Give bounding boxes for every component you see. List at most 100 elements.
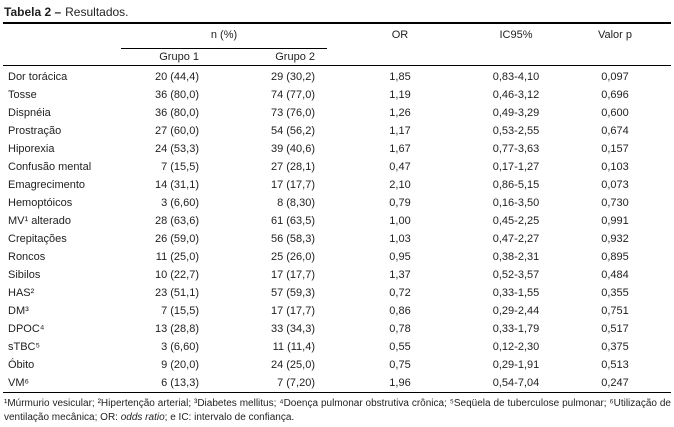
ic95-value: 0,49-3,29: [492, 107, 540, 119]
ic95-value: 0,33-1,79: [492, 323, 540, 335]
table-row: Prostração 27 (60,0) 54 (56,2) 1,17 0,53…: [3, 122, 671, 140]
grupo2-value: 11 (11,4): [272, 341, 315, 353]
grupo1-value: 3 (6,60): [161, 197, 199, 209]
or-value: 1,67: [389, 143, 411, 155]
or-value: 1,17: [389, 125, 411, 137]
row-label: MV¹ alterado: [8, 215, 71, 227]
row-label: Hemoptóicos: [8, 197, 73, 209]
grupo1-value: 36 (80,0): [154, 89, 199, 101]
grupo2-value: 74 (77,0): [270, 89, 315, 101]
grupo1-value: 11 (25,0): [155, 251, 199, 263]
or-value: 1,37: [389, 269, 411, 281]
or-value: 1,85: [389, 71, 411, 83]
ic95-value: 0,86-5,15: [492, 179, 540, 191]
ic95-value: 0,83-4,10: [492, 71, 540, 83]
valor-p-value: 0,484: [601, 269, 629, 281]
results-table-body: Dor torácica 20 (44,4) 29 (30,2) 1,85 0,…: [3, 66, 671, 393]
grupo2-value: 56 (58,3): [270, 233, 315, 245]
ic95-value: 0,47-2,27: [492, 233, 540, 245]
grupo1-value: 7 (15,5): [161, 161, 199, 173]
table-row: Tosse 36 (80,0) 74 (77,0) 1,19 0,46-3,12…: [3, 86, 671, 104]
row-label: Tosse: [8, 89, 37, 101]
grupo2-value: 17 (17,7): [270, 179, 315, 191]
row-label: VM⁶: [8, 377, 30, 389]
grupo2-value: 57 (59,3): [270, 287, 315, 299]
or-value: 0,95: [389, 251, 411, 263]
grupo1-value: 6 (13,3): [161, 377, 199, 389]
table-row: Crepitações 26 (59,0) 56 (58,3) 1,03 0,4…: [3, 230, 671, 248]
table-row: Hiporexia 24 (53,3) 39 (40,6) 1,67 0,77-…: [3, 140, 671, 158]
grupo1-value: 9 (20,0): [161, 359, 199, 371]
ic95-value: 0,29-1,91: [492, 359, 540, 371]
ic95-value: 0,54-7,04: [492, 377, 540, 389]
valor-p-value: 0,932: [601, 233, 629, 245]
ic95-value: 0,38-2,31: [492, 251, 540, 263]
or-value: 1,26: [389, 107, 411, 119]
table-row: HAS² 23 (51,1) 57 (59,3) 0,72 0,33-1,55 …: [3, 284, 671, 302]
valor-p-value: 0,375: [601, 341, 629, 353]
col-header-grupo2: Grupo 2: [205, 48, 327, 66]
grupo2-value: 17 (17,7): [270, 305, 315, 317]
table-row: Emagrecimento 14 (31,1) 17 (17,7) 2,10 0…: [3, 176, 671, 194]
grupo2-value: 73 (76,0): [270, 107, 315, 119]
row-label: Emagrecimento: [8, 179, 86, 191]
table-caption-text: Resultados.: [65, 5, 129, 19]
grupo1-value: 13 (28,8): [154, 323, 199, 335]
or-value: 1,00: [389, 215, 411, 227]
grupo2-value: 33 (34,3): [270, 323, 315, 335]
grupo2-value: 17 (17,7): [270, 269, 315, 281]
or-value: 0,86: [389, 305, 411, 317]
table-row: Confusão mental 7 (15,5) 27 (28,1) 0,47 …: [3, 158, 671, 176]
ic95-value: 0,17-1,27: [492, 161, 540, 173]
grupo2-value: 25 (26,0): [270, 251, 315, 263]
results-table-header: n (%) OR IC95% Valor p Grupo 1 Grupo 2: [3, 23, 671, 66]
row-label: sTBC⁵: [8, 341, 41, 353]
row-label: HAS²: [8, 287, 35, 299]
row-label: DPOC⁴: [8, 323, 45, 335]
grupo1-value: 28 (63,6): [154, 215, 199, 227]
ic95-value: 0,53-2,55: [492, 125, 540, 137]
table-row: Dispnéia 36 (80,0) 73 (76,0) 1,26 0,49-3…: [3, 104, 671, 122]
grupo1-value: 3 (6,60): [161, 341, 199, 353]
grupo1-value: 36 (80,0): [154, 107, 199, 119]
table-row: Sibilos 10 (22,7) 17 (17,7) 1,37 0,52-3,…: [3, 266, 671, 284]
grupo2-value: 54 (56,2): [270, 125, 315, 137]
footnote-odds-ratio-italic: odds ratio: [120, 412, 165, 423]
col-header-valor-p: Valor p: [559, 23, 671, 66]
valor-p-value: 0,355: [601, 287, 629, 299]
ic95-value: 0,45-2,25: [492, 215, 540, 227]
table-row: sTBC⁵ 3 (6,60) 11 (11,4) 0,55 0,12-2,30 …: [3, 338, 671, 356]
row-label: Roncos: [8, 251, 46, 263]
row-label: DM³: [8, 305, 29, 317]
grupo1-value: 24 (53,3): [154, 143, 199, 155]
grupo1-value: 14 (31,1): [154, 179, 199, 191]
or-value: 1,96: [389, 377, 411, 389]
grupo1-value: 23 (51,1): [154, 287, 199, 299]
valor-p-value: 0,157: [601, 143, 629, 155]
or-value: 0,75: [389, 359, 411, 371]
valor-p-value: 0,730: [601, 197, 629, 209]
or-value: 1,03: [389, 233, 411, 245]
or-value: 1,19: [389, 89, 411, 101]
table-row: Óbito 9 (20,0) 24 (25,0) 0,75 0,29-1,91 …: [3, 356, 671, 374]
or-value: 0,55: [389, 341, 411, 353]
empty-header-cell: [3, 23, 121, 66]
table-row: DM³ 7 (15,5) 17 (17,7) 0,86 0,29-2,44 0,…: [3, 302, 671, 320]
valor-p-value: 0,097: [601, 71, 629, 83]
ic95-value: 0,12-2,30: [492, 341, 540, 353]
col-header-n-pct: n (%): [121, 23, 327, 49]
ic95-value: 0,33-1,55: [492, 287, 540, 299]
valor-p-value: 0,895: [601, 251, 629, 263]
table-row: MV¹ alterado 28 (63,6) 61 (63,5) 1,00 0,…: [3, 212, 671, 230]
valor-p-value: 0,674: [601, 125, 629, 137]
valor-p-value: 0,513: [601, 359, 629, 371]
table-row: Hemoptóicos 3 (6,60) 8 (8,30) 0,79 0,16-…: [3, 194, 671, 212]
footnote-text-end: ; e IC: intervalo de confiança.: [164, 412, 295, 423]
valor-p-value: 0,696: [601, 89, 629, 101]
footnotes: ¹Múrmurio vesicular; ²Hipertenção arteri…: [3, 393, 671, 427]
row-label: Óbito: [8, 359, 35, 371]
col-header-or: OR: [327, 23, 473, 66]
ic95-value: 0,77-3,63: [492, 143, 540, 155]
table-row: Roncos 11 (25,0) 25 (26,0) 0,95 0,38-2,3…: [3, 248, 671, 266]
grupo2-value: 24 (25,0): [270, 359, 315, 371]
